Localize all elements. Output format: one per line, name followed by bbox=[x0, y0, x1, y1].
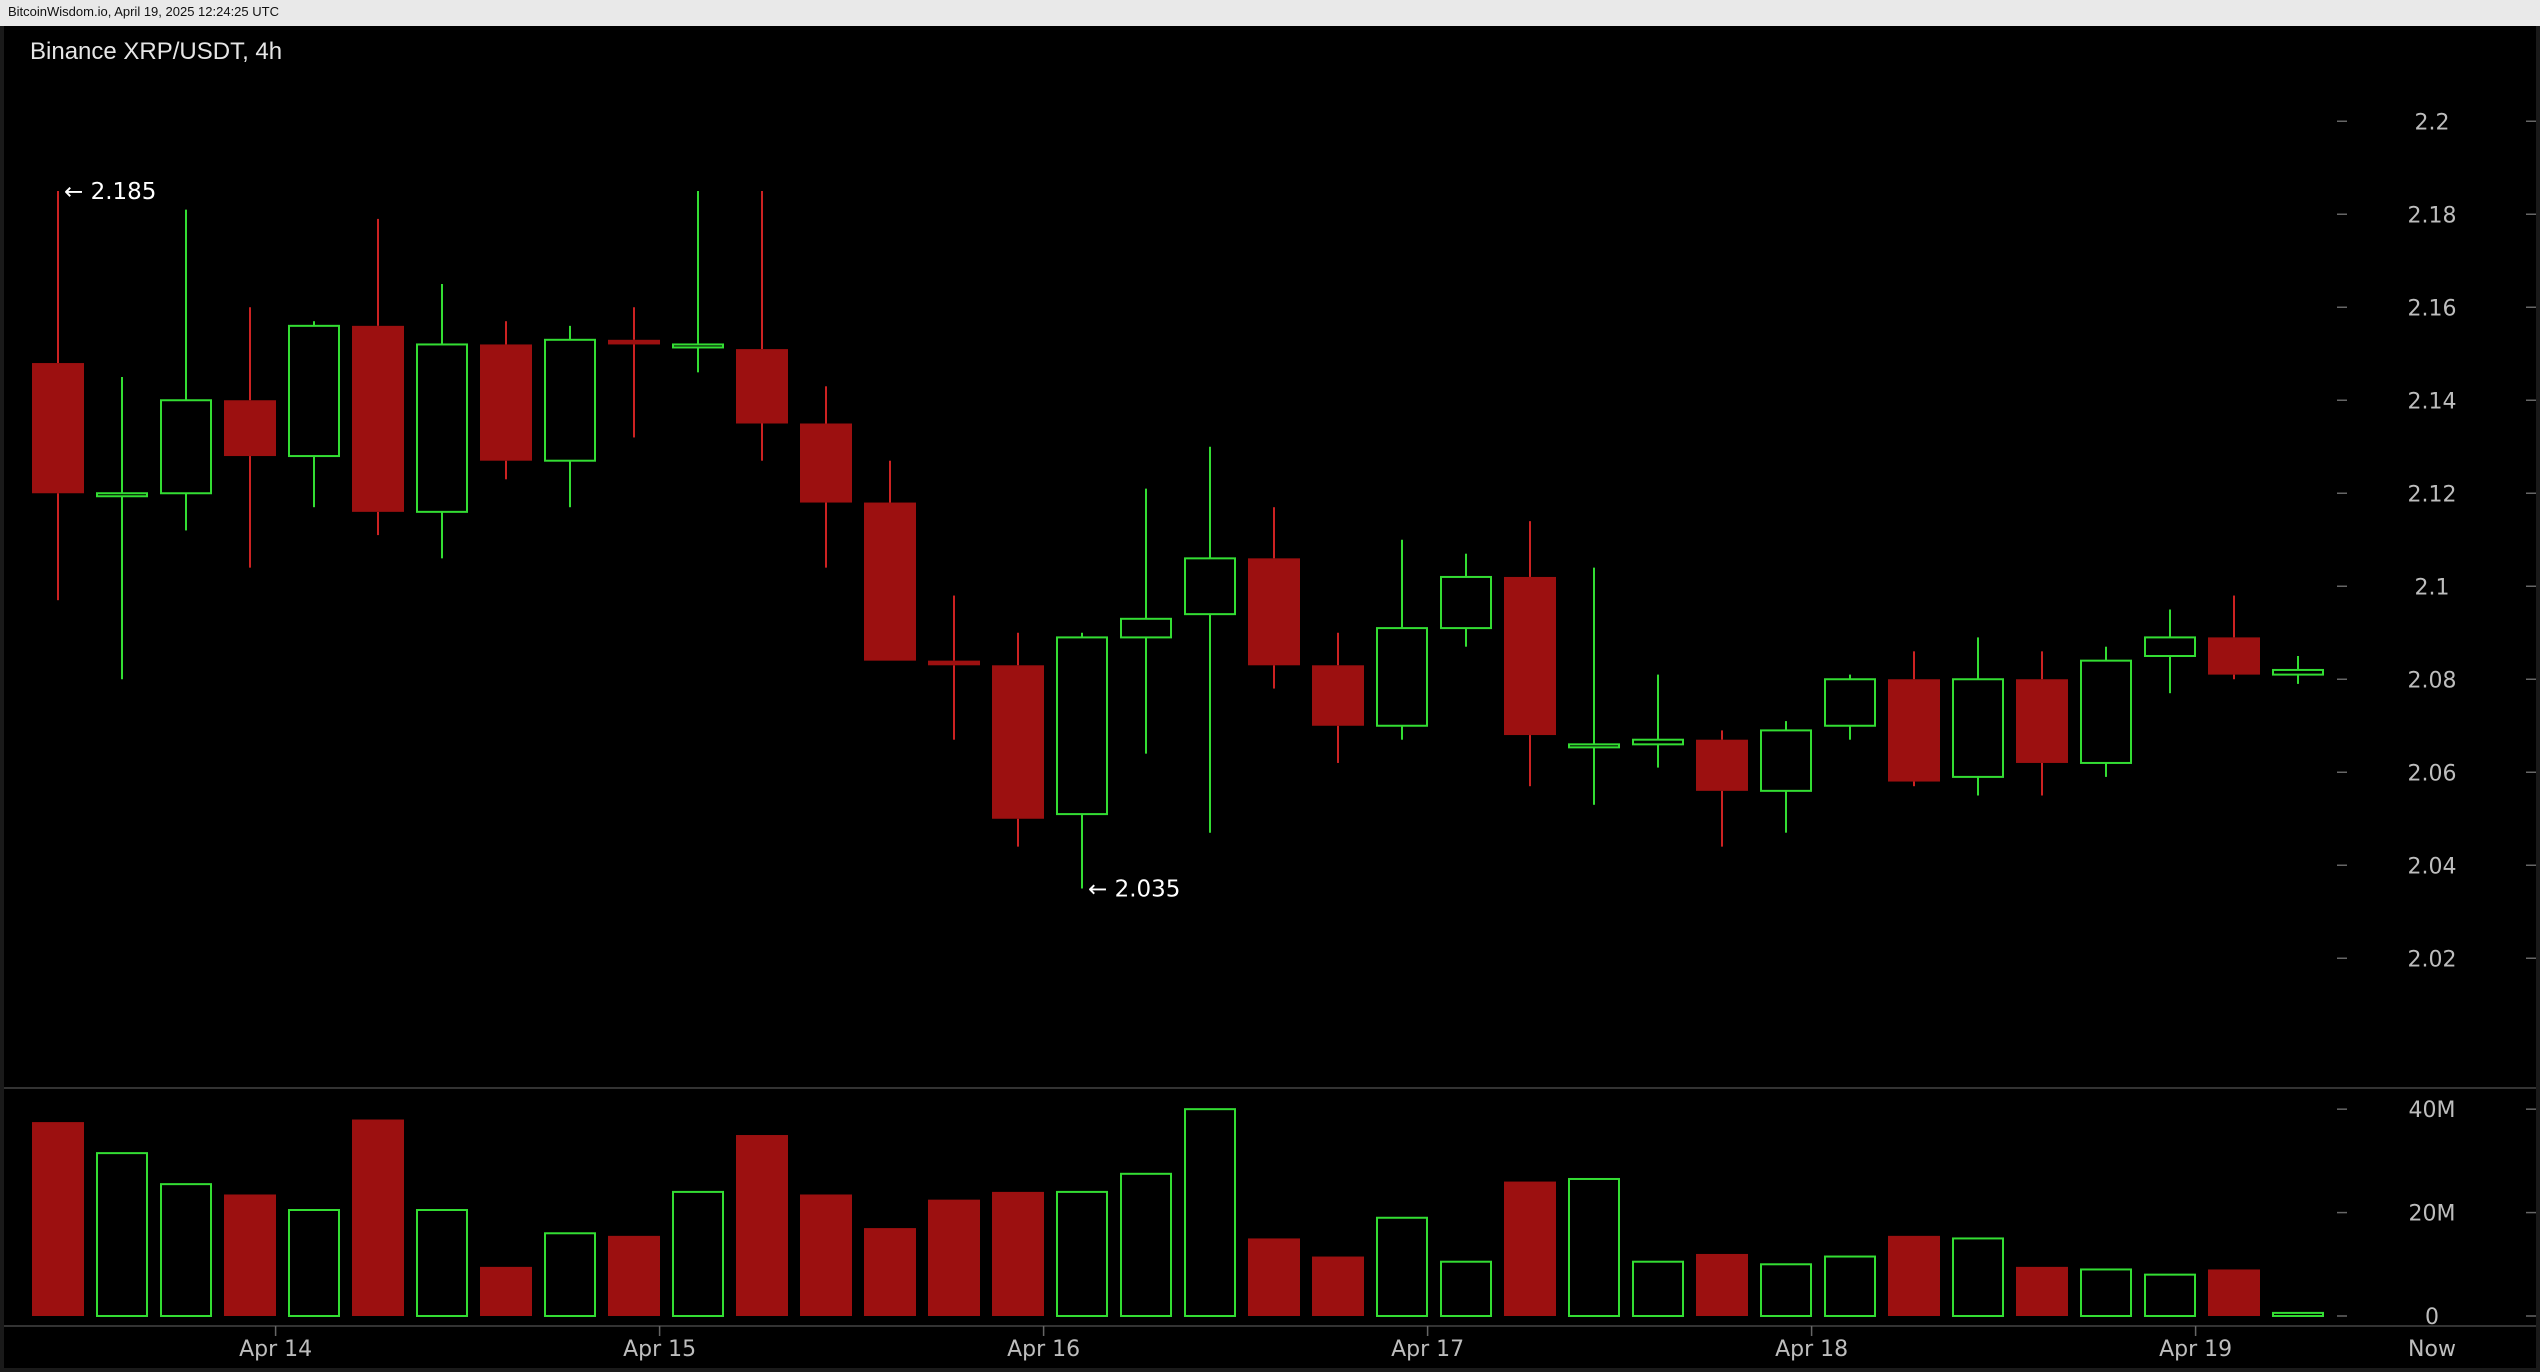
candle-body-down bbox=[1504, 576, 1556, 736]
candle-body-up bbox=[672, 343, 724, 349]
volume-bar bbox=[1184, 1108, 1236, 1318]
candle-body-up bbox=[160, 399, 212, 495]
volume-bar bbox=[2080, 1268, 2132, 1317]
volume-bar bbox=[2208, 1269, 2260, 1316]
volume-bar bbox=[1120, 1172, 1172, 1318]
volume-bar bbox=[1824, 1255, 1876, 1318]
candle-body-up bbox=[1376, 627, 1428, 727]
volume-bar bbox=[1632, 1260, 1684, 1317]
candle-body-down bbox=[736, 349, 788, 424]
volume-bar bbox=[928, 1199, 980, 1316]
volume-bar bbox=[1440, 1260, 1492, 1317]
volume-bar bbox=[1376, 1216, 1428, 1318]
volume-bar bbox=[352, 1119, 404, 1316]
volume-bar bbox=[608, 1235, 660, 1316]
volume-bar bbox=[2016, 1266, 2068, 1316]
volume-bar bbox=[160, 1183, 212, 1318]
candle-body-up bbox=[1568, 743, 1620, 749]
chart-area: Binance XRP/USDT, 4h 2.2 2.18 2.16 2.14 2.12… bbox=[4, 26, 2536, 1368]
candle-body-down bbox=[352, 325, 404, 512]
candle-body-down bbox=[800, 423, 852, 503]
price-tick-label: 2.02 bbox=[2408, 947, 2457, 972]
candle-body-down bbox=[928, 660, 980, 666]
volume-bar bbox=[2144, 1273, 2196, 1318]
candle-body-up bbox=[1632, 738, 1684, 746]
candle-body-up bbox=[416, 343, 468, 513]
volume-bar bbox=[480, 1266, 532, 1316]
candle-body-up bbox=[2144, 636, 2196, 658]
volume-bar bbox=[1056, 1190, 1108, 1318]
candle-body-down bbox=[1888, 679, 1940, 782]
candle-body-down bbox=[608, 339, 660, 345]
volume-bar bbox=[1888, 1235, 1940, 1316]
price-tick-label: 2.14 bbox=[2408, 389, 2457, 414]
candle-body-up bbox=[1952, 678, 2004, 778]
volume-bar bbox=[288, 1209, 340, 1317]
volume-bar bbox=[224, 1194, 276, 1316]
x-axis-label: Now bbox=[2408, 1337, 2456, 1362]
price-tick-label: 2.1 bbox=[2415, 575, 2450, 600]
price-tick-label: 2.06 bbox=[2408, 761, 2457, 786]
x-axis-label: Apr 18 bbox=[1775, 1337, 1848, 1362]
volume-bar bbox=[1504, 1181, 1556, 1316]
price-extreme-annotation: ← 2.185 bbox=[64, 179, 156, 205]
candle-body-up bbox=[2272, 668, 2324, 676]
volume-bar bbox=[800, 1194, 852, 1316]
candle-body-down bbox=[1696, 739, 1748, 791]
volume-bar bbox=[672, 1190, 724, 1318]
price-tick-label: 2.18 bbox=[2408, 203, 2457, 228]
candle-body-up bbox=[544, 338, 596, 462]
price-tick-label: 2.12 bbox=[2408, 482, 2457, 507]
volume-bar bbox=[1568, 1177, 1620, 1317]
candle-body-up bbox=[1824, 678, 1876, 727]
candle-body-down bbox=[32, 363, 84, 494]
candlestick-chart: Binance XRP/USDT, 4h 2.22.182.162.142.12… bbox=[4, 38, 2536, 1362]
volume-bar bbox=[1312, 1256, 1364, 1316]
volume-bar bbox=[1760, 1263, 1812, 1318]
x-axis-label: Apr 16 bbox=[1007, 1337, 1080, 1362]
candle-body-down bbox=[2016, 679, 2068, 763]
volume-bar bbox=[544, 1232, 596, 1318]
volume-bar bbox=[992, 1191, 1044, 1316]
candle-body-down bbox=[224, 400, 276, 457]
candle-body-down bbox=[1312, 665, 1364, 726]
volume-tick-label: 0 bbox=[2425, 1305, 2439, 1330]
candle-body-down bbox=[2208, 637, 2260, 675]
volume-bar bbox=[416, 1209, 468, 1317]
candle-body-up bbox=[1760, 729, 1812, 792]
candle-body-up bbox=[288, 324, 340, 458]
volume-bar bbox=[1248, 1238, 1300, 1316]
volume-bar bbox=[1952, 1237, 2004, 1317]
volume-tick-label: 40M bbox=[2409, 1098, 2456, 1123]
candle-body-up bbox=[96, 492, 148, 498]
volume-bar bbox=[864, 1228, 916, 1316]
candle-body-down bbox=[1248, 558, 1300, 666]
volume-bar bbox=[1696, 1253, 1748, 1316]
top-bar: BitcoinWisdom.io, April 19, 2025 12:24:2… bbox=[0, 0, 2540, 26]
candle-body-down bbox=[480, 344, 532, 461]
candle-body-up bbox=[2080, 659, 2132, 764]
source-timestamp: BitcoinWisdom.io, April 19, 2025 12:24:2… bbox=[8, 4, 279, 19]
price-tick-label: 2.16 bbox=[2408, 296, 2457, 321]
x-axis-label: Apr 19 bbox=[2159, 1337, 2232, 1362]
volume-bar bbox=[2272, 1311, 2324, 1318]
price-tick-label: 2.04 bbox=[2408, 854, 2457, 879]
price-tick-label: 2.08 bbox=[2408, 668, 2457, 693]
x-axis-label: Apr 17 bbox=[1391, 1337, 1464, 1362]
price-tick-label: 2.2 bbox=[2415, 110, 2450, 135]
volume-bar bbox=[32, 1122, 84, 1316]
volume-bar bbox=[736, 1135, 788, 1316]
volume-bar bbox=[96, 1152, 148, 1317]
candle-body-up bbox=[1120, 617, 1172, 639]
chart-title: Binance XRP/USDT, 4h bbox=[30, 38, 282, 65]
candle-body-down bbox=[864, 502, 916, 661]
candle-body-up bbox=[1056, 636, 1108, 816]
candle-body-up bbox=[1184, 557, 1236, 616]
candle-body-up bbox=[1440, 575, 1492, 630]
candle-body-down bbox=[992, 665, 1044, 819]
volume-tick-label: 20M bbox=[2409, 1202, 2456, 1227]
x-axis-label: Apr 14 bbox=[239, 1337, 312, 1362]
x-axis-label: Apr 15 bbox=[623, 1337, 696, 1362]
price-extreme-annotation: ← 2.035 bbox=[1088, 877, 1180, 903]
